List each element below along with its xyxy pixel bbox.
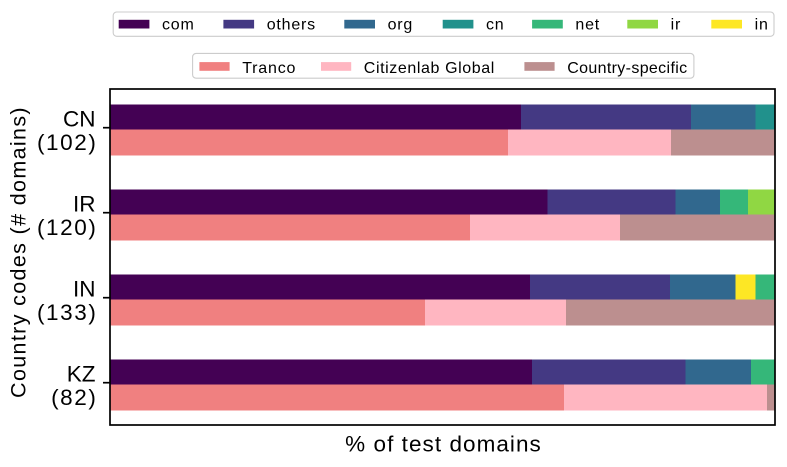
svg-text:(102): (102) <box>37 130 98 155</box>
svg-text:% of test domains: % of test domains <box>345 432 542 457</box>
svg-text:CN: CN <box>63 106 96 131</box>
svg-text:KZ: KZ <box>67 361 96 386</box>
svg-text:Country-specific: Country-specific <box>567 60 687 77</box>
svg-text:com: com <box>162 17 195 34</box>
svg-text:IN: IN <box>73 276 96 301</box>
svg-text:(120): (120) <box>37 215 98 240</box>
svg-text:(82): (82) <box>51 385 97 410</box>
svg-text:Country codes (# domains): Country codes (# domains) <box>7 106 31 398</box>
svg-text:Tranco: Tranco <box>242 60 296 77</box>
svg-text:IR: IR <box>73 191 96 216</box>
svg-text:in: in <box>755 17 769 34</box>
svg-text:net: net <box>575 17 600 34</box>
svg-text:Citizenlab Global: Citizenlab Global <box>364 60 495 77</box>
svg-text:org: org <box>388 17 414 34</box>
svg-text:others: others <box>267 17 316 34</box>
svg-text:ir: ir <box>671 17 681 34</box>
svg-text:(133): (133) <box>37 300 98 325</box>
svg-text:cn: cn <box>486 17 505 34</box>
